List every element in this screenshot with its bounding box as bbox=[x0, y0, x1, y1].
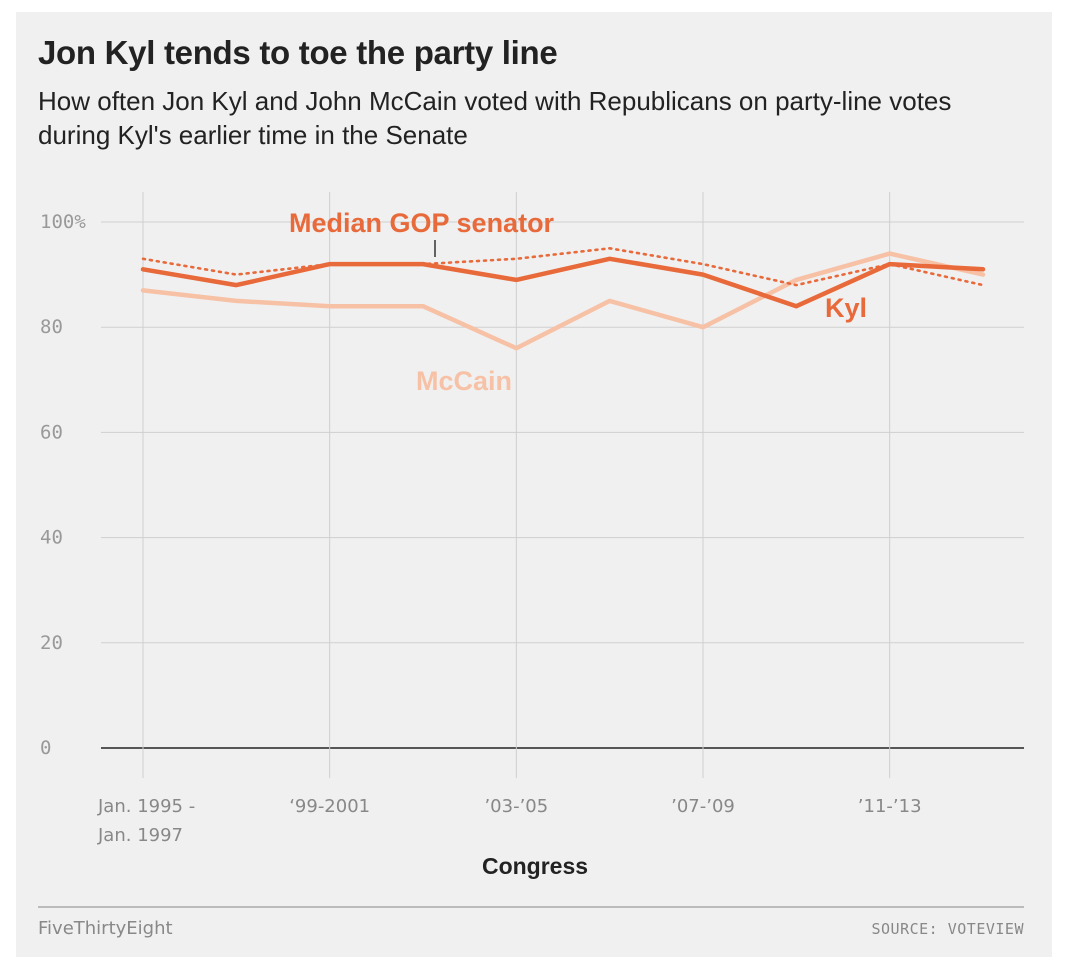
x-axis-title: Congress bbox=[482, 853, 588, 879]
y-tick-label: 100% bbox=[40, 211, 86, 233]
y-tick-label: 0 bbox=[40, 737, 51, 759]
x-tick-label: Jan. 1995 - bbox=[97, 796, 195, 817]
x-tick-label: Jan. 1997 bbox=[97, 825, 183, 846]
label-mccain: McCain bbox=[416, 366, 512, 396]
series-line-mccain bbox=[140, 251, 986, 351]
chart-card: Jon Kyl tends to toe the party line How … bbox=[16, 12, 1052, 957]
source-label: SOURCE: VOTEVIEW bbox=[871, 920, 1024, 938]
x-tick-label: ’11-’13 bbox=[858, 796, 922, 817]
footer-rule bbox=[38, 906, 1024, 908]
label-kyl: Kyl bbox=[825, 293, 867, 323]
chart-title: Jon Kyl tends to toe the party line bbox=[38, 34, 558, 71]
x-tick-label: ’07-’09 bbox=[671, 796, 735, 817]
y-tick-label: 80 bbox=[40, 316, 63, 338]
brand-label: FiveThirtyEight bbox=[38, 918, 173, 939]
y-tick-label: 20 bbox=[40, 632, 63, 654]
series-line-kyl bbox=[140, 256, 986, 309]
y-tick-label: 60 bbox=[40, 421, 63, 443]
y-tick-label: 40 bbox=[40, 527, 63, 549]
x-tick-label: ’03-’05 bbox=[484, 796, 548, 817]
series-line-median-gop-senator bbox=[141, 247, 985, 287]
x-tick-label: ‘99-2001 bbox=[289, 796, 370, 817]
line-chart: 100% 80 60 40 20 0 Median GOP senator Kyl McCai… bbox=[40, 192, 1024, 879]
chart-subtitle: How often Jon Kyl and John McCain voted … bbox=[38, 86, 952, 150]
label-median-gop-senator: Median GOP senator bbox=[289, 208, 555, 238]
